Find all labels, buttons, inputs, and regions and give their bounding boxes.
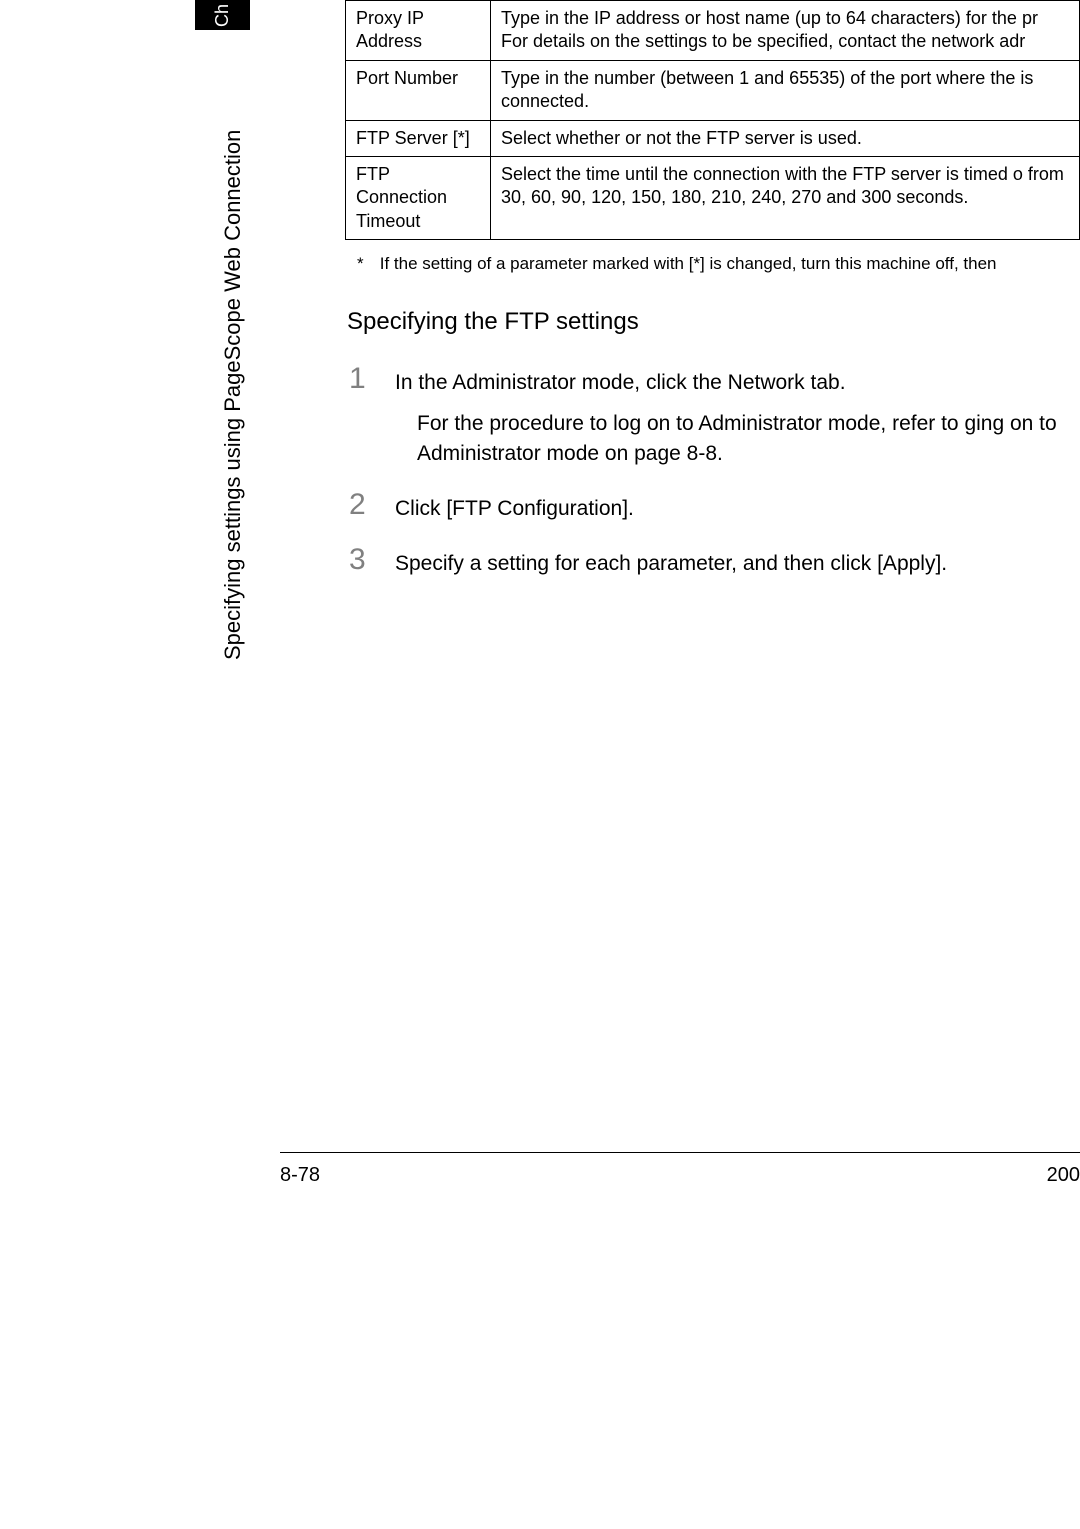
step-subtext: For the procedure to log on to Administr… bbox=[417, 409, 1080, 468]
table-row: Proxy IP Address Type in the IP address … bbox=[346, 1, 1080, 61]
step-text: Specify a setting for each parameter, an… bbox=[395, 552, 947, 575]
step-item: 3 Specify a setting for each parameter, … bbox=[345, 545, 1080, 578]
footnote: * If the setting of a parameter marked w… bbox=[357, 252, 1080, 276]
step-number: 2 bbox=[345, 490, 395, 523]
param-label: Proxy IP Address bbox=[346, 1, 491, 61]
step-body: Specify a setting for each parameter, an… bbox=[395, 545, 1080, 578]
param-desc: Type in the IP address or host name (up … bbox=[491, 1, 1080, 61]
param-label: FTP Server [*] bbox=[346, 120, 491, 156]
section-heading: Specifying the FTP settings bbox=[347, 308, 1080, 336]
steps-list: 1 In the Administrator mode, click the N… bbox=[345, 364, 1080, 579]
param-label: FTP Connection Timeout bbox=[346, 156, 491, 239]
step-item: 2 Click [FTP Configuration]. bbox=[345, 490, 1080, 523]
table-row: Port Number Type in the number (between … bbox=[346, 60, 1080, 120]
step-body: In the Administrator mode, click the Net… bbox=[395, 364, 1080, 468]
step-number: 3 bbox=[345, 545, 395, 578]
param-label: Port Number bbox=[346, 60, 491, 120]
footer-right-text: 200 bbox=[1047, 1164, 1080, 1187]
param-desc: Select whether or not the FTP server is … bbox=[491, 120, 1080, 156]
footer-divider bbox=[280, 1152, 1080, 1153]
step-number: 1 bbox=[345, 364, 395, 468]
footnote-text: If the setting of a parameter marked wit… bbox=[380, 254, 997, 273]
table-row: FTP Connection Timeout Select the time u… bbox=[346, 156, 1080, 239]
content-area: Proxy IP Address Type in the IP address … bbox=[345, 0, 1080, 601]
step-text: In the Administrator mode, click the Net… bbox=[395, 371, 846, 394]
step-item: 1 In the Administrator mode, click the N… bbox=[345, 364, 1080, 468]
step-text: Click [FTP Configuration]. bbox=[395, 497, 634, 520]
table-row: FTP Server [*] Select whether or not the… bbox=[346, 120, 1080, 156]
page-footer: 8-78 200 bbox=[280, 1164, 1080, 1187]
param-desc: Select the time until the connection wit… bbox=[491, 156, 1080, 239]
parameter-table: Proxy IP Address Type in the IP address … bbox=[345, 0, 1080, 240]
footnote-marker: * bbox=[357, 252, 375, 276]
step-body: Click [FTP Configuration]. bbox=[395, 490, 1080, 523]
param-desc: Type in the number (between 1 and 65535)… bbox=[491, 60, 1080, 120]
page-number: 8-78 bbox=[280, 1164, 320, 1187]
chapter-tab: Ch bbox=[195, 0, 250, 30]
sidebar-title: Specifying settings using PageScope Web … bbox=[220, 130, 246, 660]
